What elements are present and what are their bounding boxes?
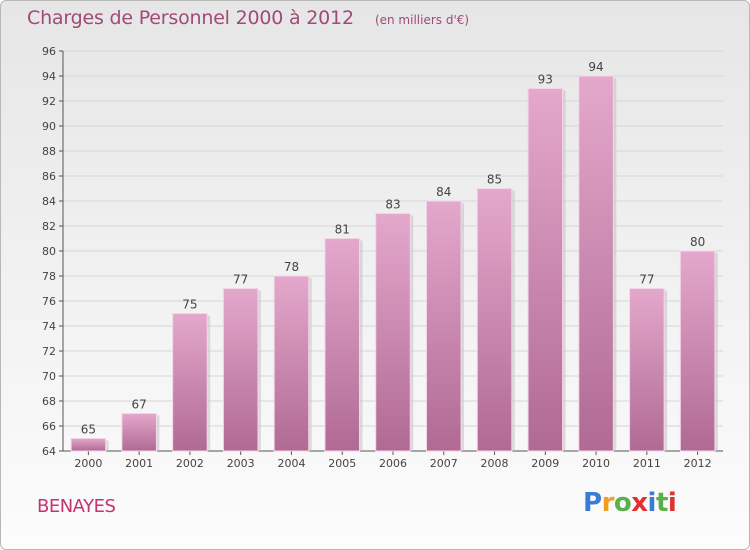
- y-tick-label: 94: [42, 70, 56, 83]
- y-tick-label: 90: [42, 120, 56, 133]
- y-tick-label: 92: [42, 95, 56, 108]
- y-tick-label: 64: [42, 445, 56, 458]
- bar[interactable]: [222, 288, 259, 452]
- x-tick-label: 2010: [582, 457, 610, 470]
- bar-value-label: 85: [487, 173, 502, 187]
- bar-value-label: 93: [538, 73, 553, 87]
- y-tick-label: 80: [42, 245, 56, 258]
- y-tick-label: 86: [42, 170, 56, 183]
- y-tick-label: 82: [42, 220, 56, 233]
- bar-value-label: 67: [132, 398, 147, 412]
- x-tick-label: 2001: [125, 457, 153, 470]
- logo-letter: r: [601, 488, 615, 518]
- logo-letter: o: [613, 488, 632, 518]
- labels: 64 66 68 70 72 74 76 78 80 82 84 86 88 90 92 94 96 65 2000…: [42, 45, 712, 470]
- y-tick-label: 78: [42, 270, 56, 283]
- x-tick-label: 2009: [531, 457, 559, 470]
- y-tick-label: 72: [42, 345, 56, 358]
- bar-value-label: 77: [639, 273, 654, 287]
- bar[interactable]: [527, 88, 564, 452]
- bar-value-label: 77: [233, 273, 248, 287]
- y-tick-label: 66: [42, 420, 56, 433]
- bar[interactable]: [172, 313, 208, 452]
- logo-letter: P: [583, 488, 602, 518]
- logo-letter: i: [667, 488, 677, 518]
- x-tick-label: 2012: [684, 457, 712, 470]
- commune-name: BENAYES: [37, 496, 116, 517]
- bar[interactable]: [375, 213, 411, 452]
- title-block: Charges de Personnel 2000 à 2012 (en mil…: [27, 7, 469, 29]
- logo-letter: x: [631, 488, 648, 518]
- bar-value-label: 65: [81, 423, 96, 437]
- y-tick-label: 68: [42, 395, 56, 408]
- x-tick-label: 2000: [74, 457, 102, 470]
- bar-value-label: 81: [335, 223, 350, 237]
- bar[interactable]: [476, 188, 513, 452]
- y-tick-label: 74: [42, 320, 56, 333]
- bar[interactable]: [273, 275, 310, 452]
- y-tick-label: 96: [42, 45, 56, 58]
- chart-title: Charges de Personnel 2000 à 2012: [27, 7, 354, 29]
- bar[interactable]: [426, 200, 462, 452]
- chart-subtitle: (en milliers d'€): [374, 13, 470, 27]
- x-tick-label: 2004: [277, 457, 305, 470]
- bar[interactable]: [121, 413, 157, 452]
- bar-value-label: 75: [182, 298, 197, 312]
- logo-letter: t: [655, 488, 668, 518]
- y-tick-label: 84: [42, 195, 56, 208]
- x-tick-label: 2006: [379, 457, 407, 470]
- bar-value-label: 80: [690, 235, 705, 249]
- x-tick-label: 2002: [176, 457, 204, 470]
- logo-letter: i: [647, 488, 657, 518]
- proxiti-logo[interactable]: Proxiti: [583, 488, 677, 518]
- bar[interactable]: [629, 288, 665, 452]
- x-tick-label: 2005: [328, 457, 356, 470]
- x-tick-label: 2011: [633, 457, 661, 470]
- bar-value-label: 83: [385, 198, 400, 212]
- bar[interactable]: [70, 438, 107, 452]
- bars: [70, 75, 718, 452]
- y-tick-label: 70: [42, 370, 56, 383]
- y-tick-label: 88: [42, 145, 56, 158]
- x-tick-label: 2008: [481, 457, 509, 470]
- bar-value-label: 78: [284, 260, 299, 274]
- bar[interactable]: [679, 250, 716, 452]
- bar-value-label: 94: [588, 60, 603, 74]
- x-tick-label: 2003: [227, 457, 255, 470]
- bar-value-label: 84: [436, 185, 451, 199]
- x-tick-label: 2007: [430, 457, 458, 470]
- bar[interactable]: [324, 238, 360, 452]
- y-tick-label: 76: [42, 295, 56, 308]
- bar[interactable]: [578, 75, 614, 452]
